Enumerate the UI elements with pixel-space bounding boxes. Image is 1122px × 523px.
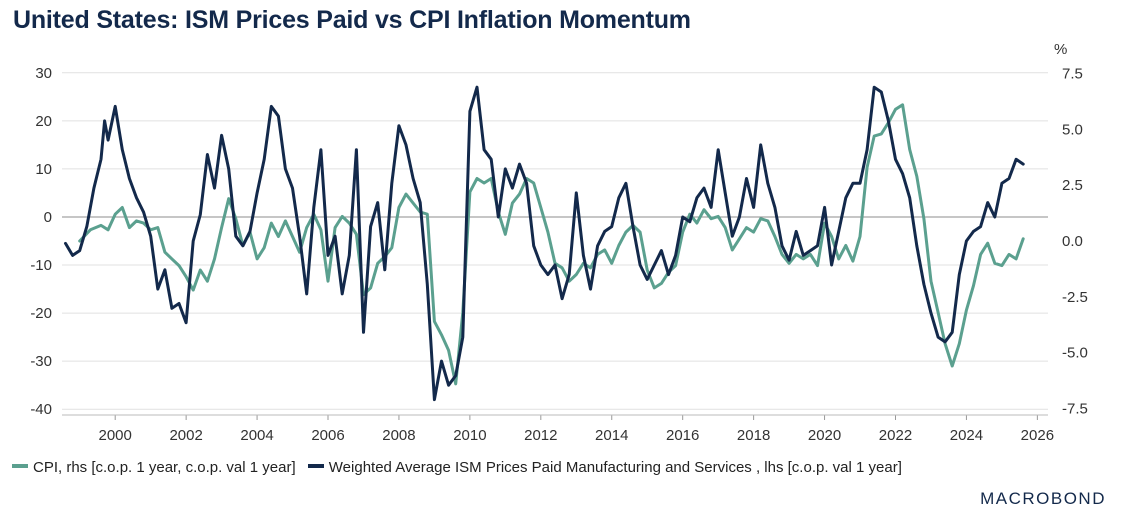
left-tick-label: 0 bbox=[44, 209, 52, 226]
right-tick-label: 2.5 bbox=[1062, 177, 1083, 194]
x-tick-label: 2026 bbox=[1021, 427, 1054, 444]
legend-swatch-ism bbox=[307, 464, 324, 469]
series-lines bbox=[64, 85, 1025, 402]
x-tick-label: 2022 bbox=[879, 427, 912, 444]
left-axis: 30 20 10 0 -10 -20 -30 -40 bbox=[30, 65, 52, 418]
legend: CPI, rhs [c.o.p. 1 year, c.o.p. val 1 ye… bbox=[12, 459, 910, 476]
legend-label-ism: Weighted Average ISM Prices Paid Manufac… bbox=[328, 459, 902, 476]
left-tick-label: -20 bbox=[30, 305, 52, 322]
right-tick-label: -7.5 bbox=[1062, 400, 1088, 417]
left-tick-label: 10 bbox=[35, 161, 52, 178]
macrobond-logo: MACROBOND bbox=[980, 489, 1106, 508]
x-tick-label: 2002 bbox=[169, 427, 202, 444]
x-axis: 2000 2002 2004 2006 2008 2010 2012 2014 2016 2018… bbox=[62, 414, 1054, 444]
ism-series-line bbox=[64, 85, 1025, 402]
legend-swatch-cpi bbox=[12, 464, 28, 469]
right-axis-unit: % bbox=[1054, 41, 1067, 58]
x-tick-label: 2008 bbox=[382, 427, 415, 444]
right-axis: 7.5 5.0 2.5 0.0 -2.5 -5.0 -7.5 bbox=[1062, 66, 1088, 418]
x-tick-label: 2010 bbox=[453, 427, 486, 444]
left-tick-label: 30 bbox=[35, 65, 52, 82]
legend-item-cpi: CPI, rhs [c.o.p. 1 year, c.o.p. val 1 ye… bbox=[12, 459, 296, 476]
x-tick-label: 2004 bbox=[240, 427, 273, 444]
legend-label-cpi: CPI, rhs [c.o.p. 1 year, c.o.p. val 1 ye… bbox=[33, 459, 296, 476]
left-tick-label: -40 bbox=[30, 401, 52, 418]
x-tick-label: 2018 bbox=[737, 427, 770, 444]
right-tick-label: 5.0 bbox=[1062, 121, 1083, 138]
x-tick-label: 2006 bbox=[311, 427, 344, 444]
left-tick-label: -30 bbox=[30, 353, 52, 370]
grid bbox=[62, 72, 1048, 410]
x-tick-label: 2000 bbox=[99, 427, 132, 444]
right-tick-label: 0.0 bbox=[1062, 233, 1083, 250]
x-tick-label: 2024 bbox=[950, 427, 983, 444]
x-tick-label: 2020 bbox=[808, 427, 841, 444]
right-tick-label: -5.0 bbox=[1062, 345, 1088, 362]
legend-item-ism: Weighted Average ISM Prices Paid Manufac… bbox=[307, 459, 902, 476]
x-tick-label: 2016 bbox=[666, 427, 699, 444]
right-tick-label: 7.5 bbox=[1062, 66, 1083, 83]
x-tick-label: 2012 bbox=[524, 427, 557, 444]
x-tick-label: 2014 bbox=[595, 427, 628, 444]
right-tick-label: -2.5 bbox=[1062, 289, 1088, 306]
page-title: United States: ISM Prices Paid vs CPI In… bbox=[13, 6, 691, 34]
left-tick-label: 20 bbox=[35, 113, 52, 130]
left-tick-label: -10 bbox=[30, 257, 52, 274]
